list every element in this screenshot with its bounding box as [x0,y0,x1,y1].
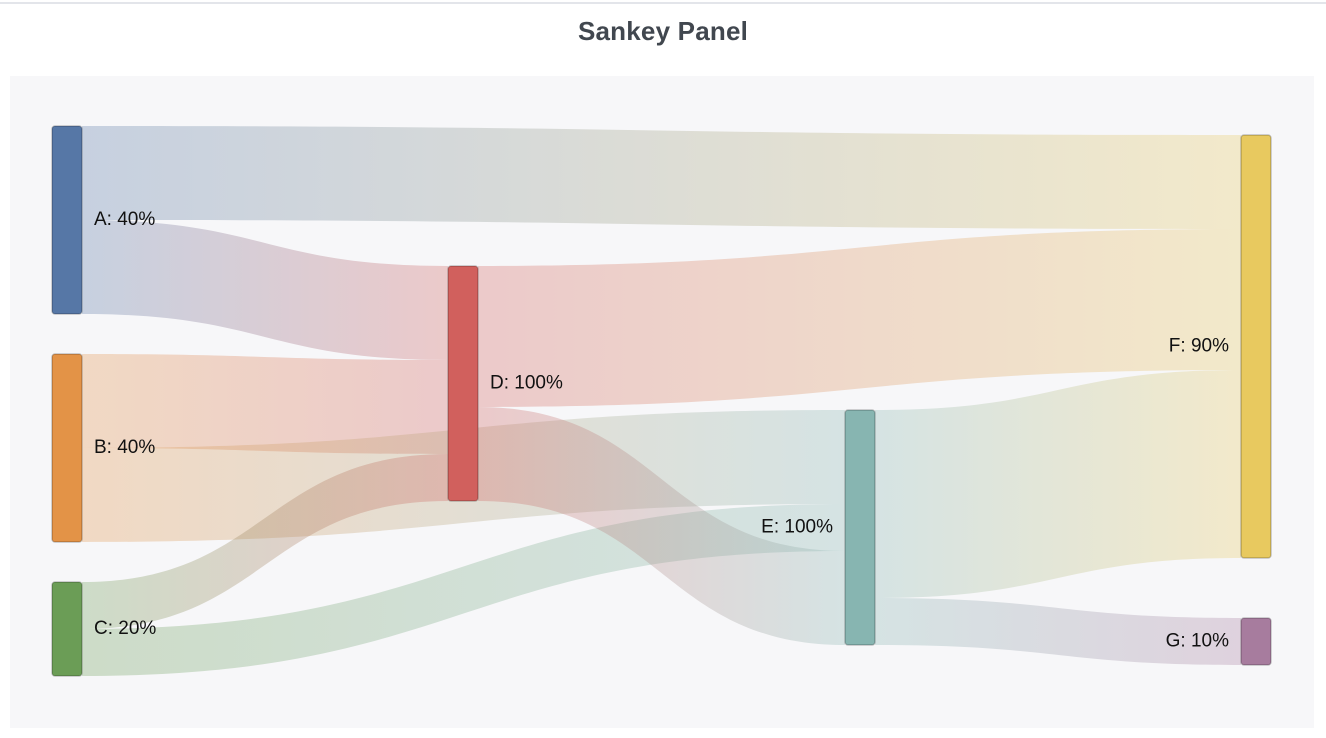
node-label-a: A: 40% [94,209,155,230]
node-c[interactable] [51,581,83,677]
node-label-b: B: 40% [94,437,155,458]
node-b[interactable] [51,353,83,543]
link-e-to-f[interactable] [875,370,1241,598]
node-f[interactable] [1240,134,1272,559]
node-label-g: G: 10% [1166,631,1229,652]
link-b-to-d[interactable] [82,354,448,454]
node-e[interactable] [844,409,876,646]
nodes-layer [51,125,1272,677]
link-e-to-g[interactable] [875,598,1241,665]
link-a-to-f[interactable] [82,126,1241,229]
node-g[interactable] [1240,617,1272,666]
node-label-c: C: 20% [94,618,156,639]
link-a-to-d[interactable] [82,220,448,360]
links-layer [82,126,1241,676]
node-d[interactable] [447,265,479,502]
node-label-e: E: 100% [761,517,833,538]
link-c-to-d[interactable] [82,454,448,629]
link-d-to-f[interactable] [478,229,1241,407]
top-divider [0,2,1326,4]
panel-title: Sankey Panel [577,16,749,46]
labels-layer: A: 40% B: 40% C: 20% D: 100% E: 100% F: 90% G:… [94,209,1229,652]
node-label-d: D: 100% [490,373,563,394]
link-d-to-e[interactable] [478,407,845,645]
node-a[interactable] [51,125,83,315]
node-label-f: F: 90% [1169,336,1229,357]
